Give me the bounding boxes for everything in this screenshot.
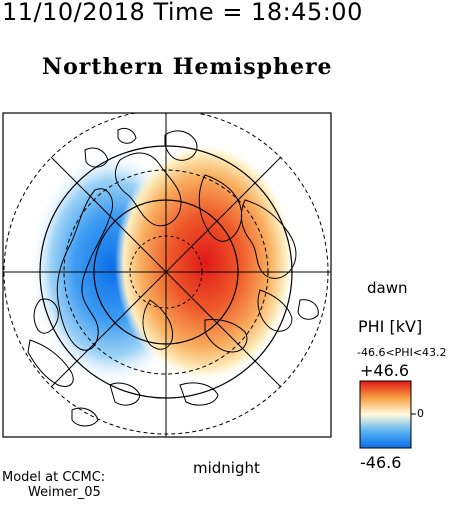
midnight-label: midnight: [193, 459, 260, 477]
timestamp-header: 11/10/2018 Time = 18:45:00: [2, 0, 363, 26]
colorbar-range: -46.6<PHI<43.2: [357, 346, 447, 359]
model-line-2: Weimer_05: [28, 485, 101, 500]
colorbar-min-label: -46.6: [360, 453, 402, 472]
colorbar: [359, 380, 412, 449]
hemisphere-title: Northern Hemisphere: [42, 54, 333, 80]
map-frame: [2, 112, 332, 438]
colorbar-title: PHI [kV]: [358, 317, 423, 336]
colorbar-zero-label: 0: [417, 407, 424, 420]
meridians: [3, 113, 331, 437]
dawn-label: dawn: [367, 279, 408, 297]
model-line-1: Model at CCMC:: [2, 470, 106, 485]
colorbar-max-label: +46.6: [360, 361, 410, 380]
